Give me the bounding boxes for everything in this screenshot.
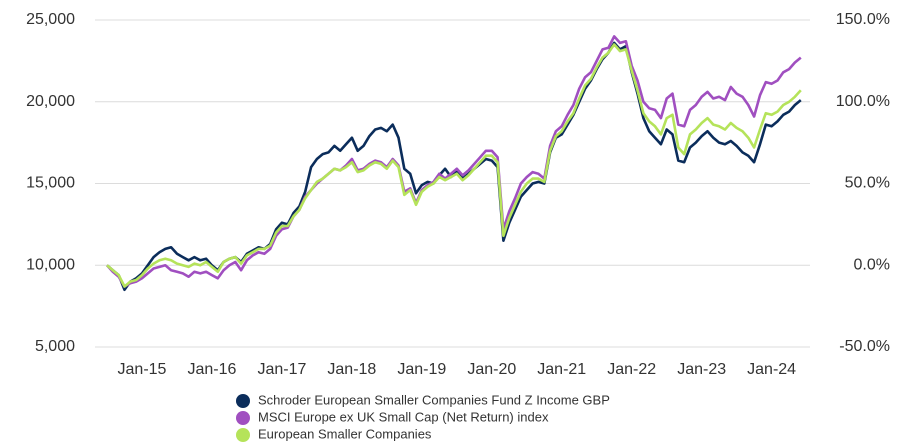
y2-tick-label: 0.0% xyxy=(854,256,890,273)
y-tick-label: 20,000 xyxy=(26,93,75,110)
legend-label: MSCI Europe ex UK Small Cap (Net Return)… xyxy=(258,409,549,424)
x-tick-label: Jan-20 xyxy=(467,361,516,378)
y-tick-label: 25,000 xyxy=(26,11,75,28)
y2-tick-label: 150.0% xyxy=(836,11,890,28)
x-tick-label: Jan-19 xyxy=(397,361,446,378)
legend-marker xyxy=(236,428,250,442)
y2-tick-label: 50.0% xyxy=(845,175,890,192)
legend-label: Schroder European Smaller Companies Fund… xyxy=(258,392,610,407)
x-tick-label: Jan-15 xyxy=(118,361,167,378)
series-line xyxy=(106,41,802,292)
legend-marker xyxy=(236,394,250,408)
x-tick-label: Jan-21 xyxy=(537,361,586,378)
x-tick-label: Jan-22 xyxy=(607,361,656,378)
x-tick-label: Jan-23 xyxy=(677,361,726,378)
y-tick-label: 10,000 xyxy=(26,256,75,273)
y-tick-label: 15,000 xyxy=(26,175,75,192)
y-tick-label: 5,000 xyxy=(35,338,75,355)
x-tick-label: Jan-17 xyxy=(257,361,306,378)
legend-label: European Smaller Companies xyxy=(258,426,432,441)
x-tick-label: Jan-16 xyxy=(187,361,236,378)
legend-marker xyxy=(236,411,250,425)
series-line xyxy=(106,35,802,288)
y2-tick-label: -50.0% xyxy=(839,338,890,355)
x-tick-label: Jan-18 xyxy=(327,361,376,378)
series-line xyxy=(106,43,802,288)
x-tick-label: Jan-24 xyxy=(747,361,796,378)
y2-tick-label: 100.0% xyxy=(836,93,890,110)
